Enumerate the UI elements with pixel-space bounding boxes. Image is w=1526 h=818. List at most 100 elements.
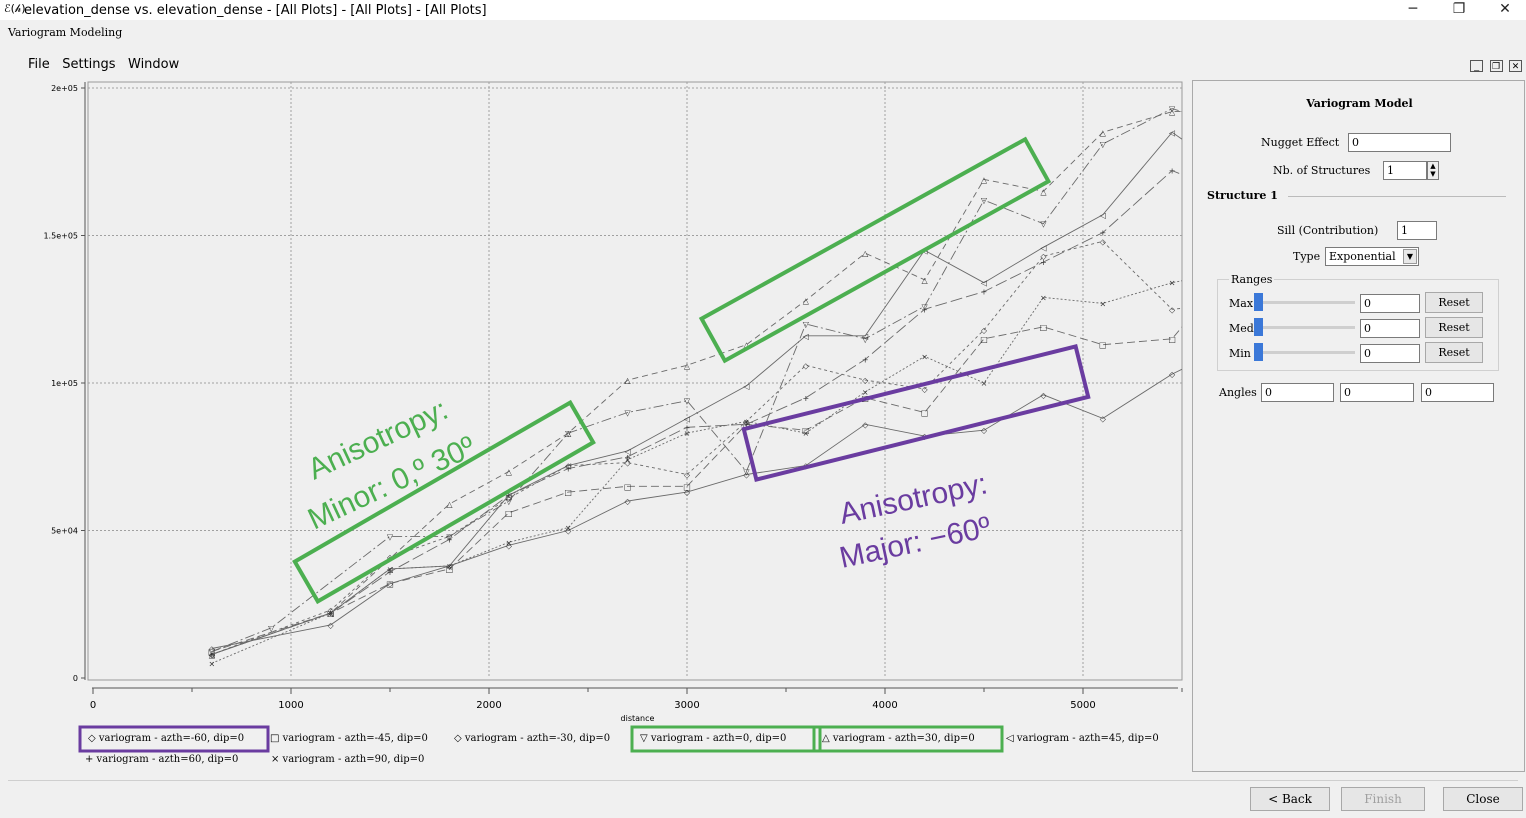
data-point-marker: △ xyxy=(565,429,572,438)
data-point-marker: × xyxy=(1169,279,1176,288)
nb-structures-spinner[interactable]: ▲ ▼ xyxy=(1427,161,1439,180)
range-med-slider[interactable] xyxy=(1254,318,1263,336)
data-point-marker: ▽ xyxy=(565,429,572,438)
data-point-marker: ▽ xyxy=(922,302,929,311)
variogram-chart: 0 1000 2000 3000 4000 5000 0 5e+04 1e+05 1.5e+05 2… xyxy=(8,78,1190,778)
data-point-marker: △ xyxy=(209,650,216,659)
finish-button[interactable]: Finish xyxy=(1341,787,1425,811)
range-med-input[interactable]: 0 xyxy=(1360,319,1420,338)
data-point-marker: □ xyxy=(208,647,216,656)
x-tick-label: 4000 xyxy=(872,700,897,711)
range-min-slider[interactable] xyxy=(1254,343,1263,361)
range-min-input[interactable]: 0 xyxy=(1360,344,1420,363)
legend-item-3: ▽ variogram - azth=0, dip=0 xyxy=(640,733,786,744)
data-point-marker: + xyxy=(327,609,334,618)
data-point-marker: × xyxy=(1040,293,1047,302)
data-point-marker: × xyxy=(624,456,631,465)
legend-item-4: △ variogram - azth=30, dip=0 xyxy=(822,733,975,744)
back-button[interactable]: < Back xyxy=(1250,787,1330,811)
data-point-marker: ◇ xyxy=(506,494,513,503)
range-max-reset-button[interactable]: Reset xyxy=(1425,292,1483,313)
data-point-marker: ◁ xyxy=(802,332,809,341)
data-point-marker: □ xyxy=(505,509,513,518)
data-point-marker: △ xyxy=(1040,187,1047,196)
data-point-marker: △ xyxy=(328,609,335,618)
range-max-slider[interactable] xyxy=(1254,293,1263,311)
plot-area xyxy=(87,81,1183,681)
data-point-marker: + xyxy=(387,568,394,577)
data-point-marker: ▽ xyxy=(625,409,632,418)
menu-settings[interactable]: Settings xyxy=(62,57,116,72)
minor-anisotropy-box xyxy=(292,399,596,605)
data-point-marker: △ xyxy=(506,468,513,477)
data-point-marker: ◇ xyxy=(922,385,929,394)
data-point-marker: ◇ xyxy=(625,459,632,468)
type-select[interactable]: Exponential ▼ xyxy=(1325,247,1419,266)
major-anisotropy-box xyxy=(741,343,1091,483)
subwindow-close-button[interactable]: ✕ xyxy=(1509,60,1522,72)
data-point-marker: ◇ xyxy=(803,361,810,370)
subwindow-restore-button[interactable]: ❐ xyxy=(1489,60,1503,72)
x-tick-label: 5000 xyxy=(1070,700,1095,711)
window-titlebar: ℰ(𝒽) elevation_dense vs. elevation_dense… xyxy=(0,0,1526,20)
data-point-marker: ▽ xyxy=(743,468,750,477)
data-point-marker: ◁ xyxy=(980,279,987,288)
close-window-button[interactable]: ✕ xyxy=(1499,1,1511,17)
data-point-marker: + xyxy=(743,420,750,429)
menu-window[interactable]: Window xyxy=(128,57,180,72)
data-point-marker: □ xyxy=(802,426,810,435)
data-point-marker: ◇ xyxy=(684,470,691,479)
angle-3-input[interactable]: 0 xyxy=(1421,383,1494,402)
data-point-marker: × xyxy=(684,429,691,438)
data-point-marker: □ xyxy=(624,482,632,491)
minimize-button[interactable]: ─ xyxy=(1408,1,1418,17)
maximize-button[interactable]: ❐ xyxy=(1452,1,1466,17)
range-max-label: Max xyxy=(1229,297,1254,310)
data-point-marker: □ xyxy=(446,565,454,574)
nb-structures-label: Nb. of Structures xyxy=(1273,164,1371,177)
data-point-marker: ▽ xyxy=(268,624,275,633)
angle-1-input[interactable]: 0 xyxy=(1261,383,1334,402)
sill-label: Sill (Contribution) xyxy=(1277,224,1379,237)
data-point-marker: ◁ xyxy=(445,562,452,571)
range-max-slider-track xyxy=(1255,301,1355,304)
data-point-marker: ◁ xyxy=(1039,243,1046,252)
data-point-marker: ◁ xyxy=(386,565,393,574)
data-point-marker: ◇ xyxy=(1040,252,1047,261)
data-point-marker: ◇ xyxy=(387,580,394,589)
y-tick-label: 1e+05 xyxy=(51,379,78,388)
data-point-marker: □ xyxy=(743,420,751,429)
data-point-marker: △ xyxy=(1169,108,1176,117)
data-point-marker: □ xyxy=(386,580,394,589)
data-point-marker: △ xyxy=(684,361,691,370)
footer-divider xyxy=(8,780,1518,781)
data-point-marker: ▽ xyxy=(1169,105,1176,114)
data-point-marker: △ xyxy=(625,376,632,385)
data-point-marker: □ xyxy=(1168,335,1176,344)
series-line-5 xyxy=(211,131,1182,655)
data-point-marker: ◇ xyxy=(209,645,216,654)
subwindow-minimize-button[interactable]: _ xyxy=(1470,60,1484,72)
nugget-input[interactable]: 0 xyxy=(1348,133,1451,152)
data-point-marker: × xyxy=(387,565,394,574)
data-point-marker: × xyxy=(327,609,334,618)
range-med-label: Med xyxy=(1229,322,1254,335)
subwindow-controls: _ ❐ ✕ xyxy=(1468,56,1522,74)
range-med-reset-button[interactable]: Reset xyxy=(1425,317,1483,338)
range-max-input[interactable]: 0 xyxy=(1360,294,1420,313)
close-button[interactable]: Close xyxy=(1443,787,1523,811)
data-point-marker: ◁ xyxy=(742,382,749,391)
sill-input[interactable]: 1 xyxy=(1397,221,1437,240)
data-point-marker: × xyxy=(446,562,453,571)
nb-structures-input[interactable]: 1 xyxy=(1383,161,1427,180)
menu-file[interactable]: File xyxy=(28,57,50,72)
data-point-marker: ◇ xyxy=(1169,370,1176,379)
data-point-marker: ▽ xyxy=(803,320,810,329)
range-min-reset-button[interactable]: Reset xyxy=(1425,342,1483,363)
data-point-marker: △ xyxy=(981,175,988,184)
data-point-marker: △ xyxy=(922,276,929,285)
data-point-marker: ◇ xyxy=(446,562,453,571)
data-point-marker: + xyxy=(802,394,809,403)
angle-2-input[interactable]: 0 xyxy=(1340,383,1414,402)
data-point-marker: ◇ xyxy=(565,527,572,536)
